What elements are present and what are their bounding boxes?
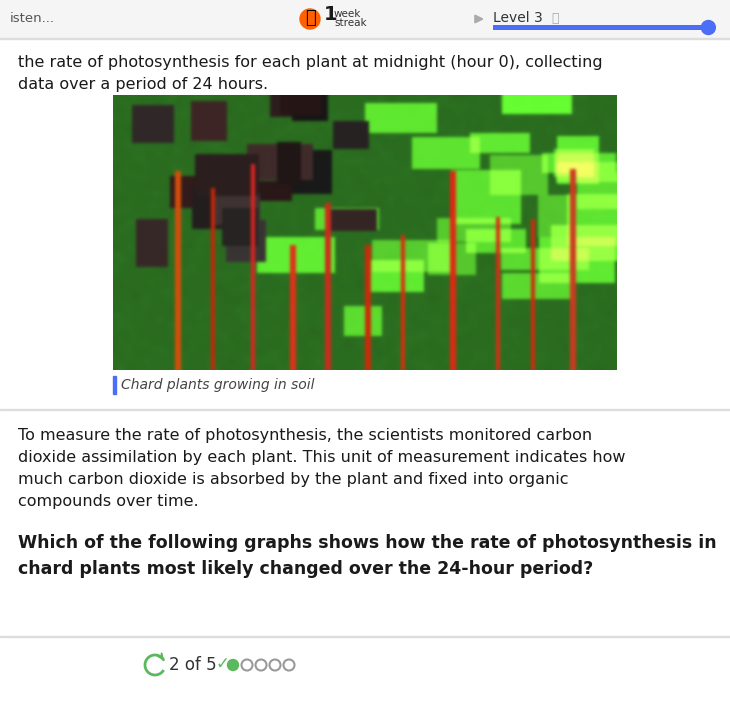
Bar [0,409,730,410]
Text: chard plants most likely changed over the 24-hour period?: chard plants most likely changed over th… [18,560,593,578]
Text: compounds over time.: compounds over time. [18,494,199,509]
Bar [493,25,708,30]
Text: 1: 1 [324,6,337,25]
Text: 2 of 5: 2 of 5 [169,656,217,674]
Text: Level 3: Level 3 [493,11,542,25]
Bar [113,376,116,394]
Text: Chard plants growing in soil: Chard plants growing in soil [121,378,315,392]
Bar [0,0,730,38]
Text: isten...: isten... [10,13,55,25]
Bar [493,25,715,30]
Text: ⓘ: ⓘ [551,11,558,25]
Bar [0,38,730,39]
Bar [0,636,730,637]
Text: streak: streak [334,18,366,28]
Text: To measure the rate of photosynthesis, the scientists monitored carbon: To measure the rate of photosynthesis, t… [18,428,592,443]
Circle shape [228,659,239,670]
Text: Which of the following graphs shows how the rate of photosynthesis in: Which of the following graphs shows how … [18,534,717,552]
Circle shape [300,9,320,29]
Text: ✓: ✓ [215,655,229,673]
Circle shape [702,20,715,34]
Text: much carbon dioxide is absorbed by the plant and fixed into organic: much carbon dioxide is absorbed by the p… [18,472,569,487]
Text: dioxide assimilation by each plant. This unit of measurement indicates how: dioxide assimilation by each plant. This… [18,450,626,465]
Text: 🔥: 🔥 [304,9,315,27]
Text: week: week [334,9,361,19]
Text: data over a period of 24 hours.: data over a period of 24 hours. [18,77,268,92]
Text: the rate of photosynthesis for each plant at midnight (hour 0), collecting: the rate of photosynthesis for each plan… [18,55,603,70]
